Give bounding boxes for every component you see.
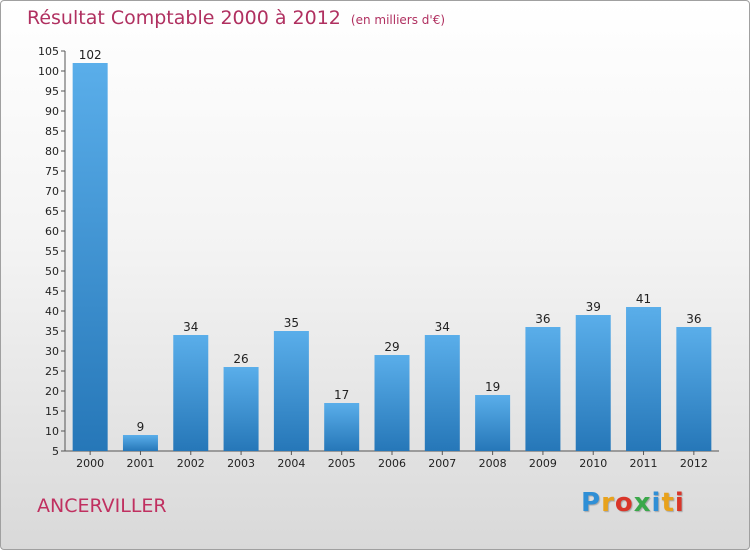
x-tick-label: 2012 [680,457,708,470]
bar [273,331,309,451]
data-label: 36 [535,312,550,326]
data-label: 39 [586,300,601,314]
x-tick-label: 2000 [76,457,104,470]
y-tick-label: 85 [45,125,59,138]
y-tick-label: 30 [45,345,59,358]
y-tick-label: 80 [45,145,59,158]
x-tick-label: 2004 [277,457,305,470]
y-tick-label: 90 [45,105,59,118]
data-label: 36 [686,312,701,326]
logo-letter: t [661,488,675,518]
proxiti-logo[interactable]: Proxiti [581,488,685,518]
logo-letter: r [601,488,615,518]
logo-letter: i [651,488,662,518]
y-tick-label: 70 [45,185,59,198]
town-name: ANCERVILLER [37,495,167,517]
data-label: 34 [435,320,450,334]
x-tick-label: 2009 [529,457,557,470]
data-label: 19 [485,380,500,394]
data-label: 17 [334,388,349,402]
logo-letter: i [674,488,685,518]
x-tick-label: 2002 [177,457,205,470]
bar [223,367,259,451]
x-tick-label: 2010 [579,457,607,470]
bar [424,335,460,451]
y-tick-label: 35 [45,325,59,338]
bar [122,435,158,451]
x-tick-label: 2003 [227,457,255,470]
y-tick-label: 20 [45,385,59,398]
x-tick-label: 2008 [479,457,507,470]
y-tick-label: 45 [45,285,59,298]
bar [575,315,611,451]
y-tick-label: 65 [45,205,59,218]
y-tick-label: 50 [45,265,59,278]
data-label: 35 [284,316,299,330]
logo-letter: x [633,488,652,518]
y-tick-label: 40 [45,305,59,318]
y-tick-label: 5 [52,445,59,458]
y-tick-label: 25 [45,365,59,378]
y-tick-label: 10 [45,425,59,438]
data-label: 9 [137,420,145,434]
x-tick-label: 2007 [428,457,456,470]
bar [525,327,561,451]
bar [676,327,712,451]
data-label: 34 [183,320,198,334]
y-tick-label: 95 [45,85,59,98]
bar [626,307,662,451]
y-tick-label: 75 [45,165,59,178]
x-tick-label: 2006 [378,457,406,470]
chart-title-text: Résultat Comptable 2000 à 2012 [27,7,341,29]
x-tick-label: 2011 [630,457,658,470]
logo-letter: o [614,488,634,518]
bar [374,355,410,451]
bar [324,403,360,451]
bar [475,395,511,451]
chart-title: Résultat Comptable 2000 à 2012 (en millie… [27,7,445,29]
data-label: 26 [233,352,248,366]
data-label: 29 [384,340,399,354]
x-tick-label: 2005 [328,457,356,470]
chart-subtitle: (en milliers d'€) [350,13,446,27]
logo-letter: P [581,488,602,518]
x-tick-label: 2001 [126,457,154,470]
data-label: 41 [636,292,651,306]
y-tick-label: 100 [38,65,59,78]
data-label: 102 [79,48,102,62]
bar [173,335,209,451]
y-tick-label: 55 [45,245,59,258]
y-tick-label: 105 [38,45,59,58]
bar [72,63,108,451]
y-tick-label: 15 [45,405,59,418]
y-tick-label: 60 [45,225,59,238]
